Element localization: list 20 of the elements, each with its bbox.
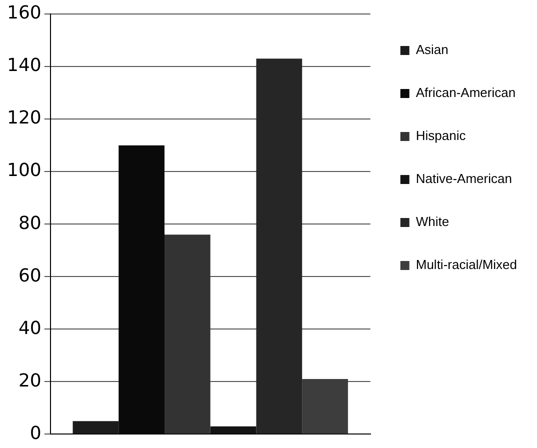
legend-label: White [416,214,450,230]
y-tick-label: 0 [30,422,42,444]
y-tick-label: 60 [18,265,42,286]
legend-label: Multi-racial/Mixed [416,257,518,272]
y-tick-label: 100 [6,160,42,182]
legend-label: Hispanic [416,128,466,144]
bar [72,421,119,434]
y-tick-label: 40 [18,318,42,339]
bar [302,379,348,434]
y-tick-label: 20 [18,370,42,392]
bar [256,58,302,434]
legend-label: Asian [416,42,448,58]
y-tick-label: 160 [6,2,42,24]
y-tick-label: 80 [18,212,42,234]
y-tick-label: 140 [6,55,42,76]
legend-label: Native-American [416,171,512,186]
bar [210,426,256,434]
legend-label: African-American [416,85,516,100]
bar [164,234,210,434]
y-tick-label: 120 [6,108,42,129]
